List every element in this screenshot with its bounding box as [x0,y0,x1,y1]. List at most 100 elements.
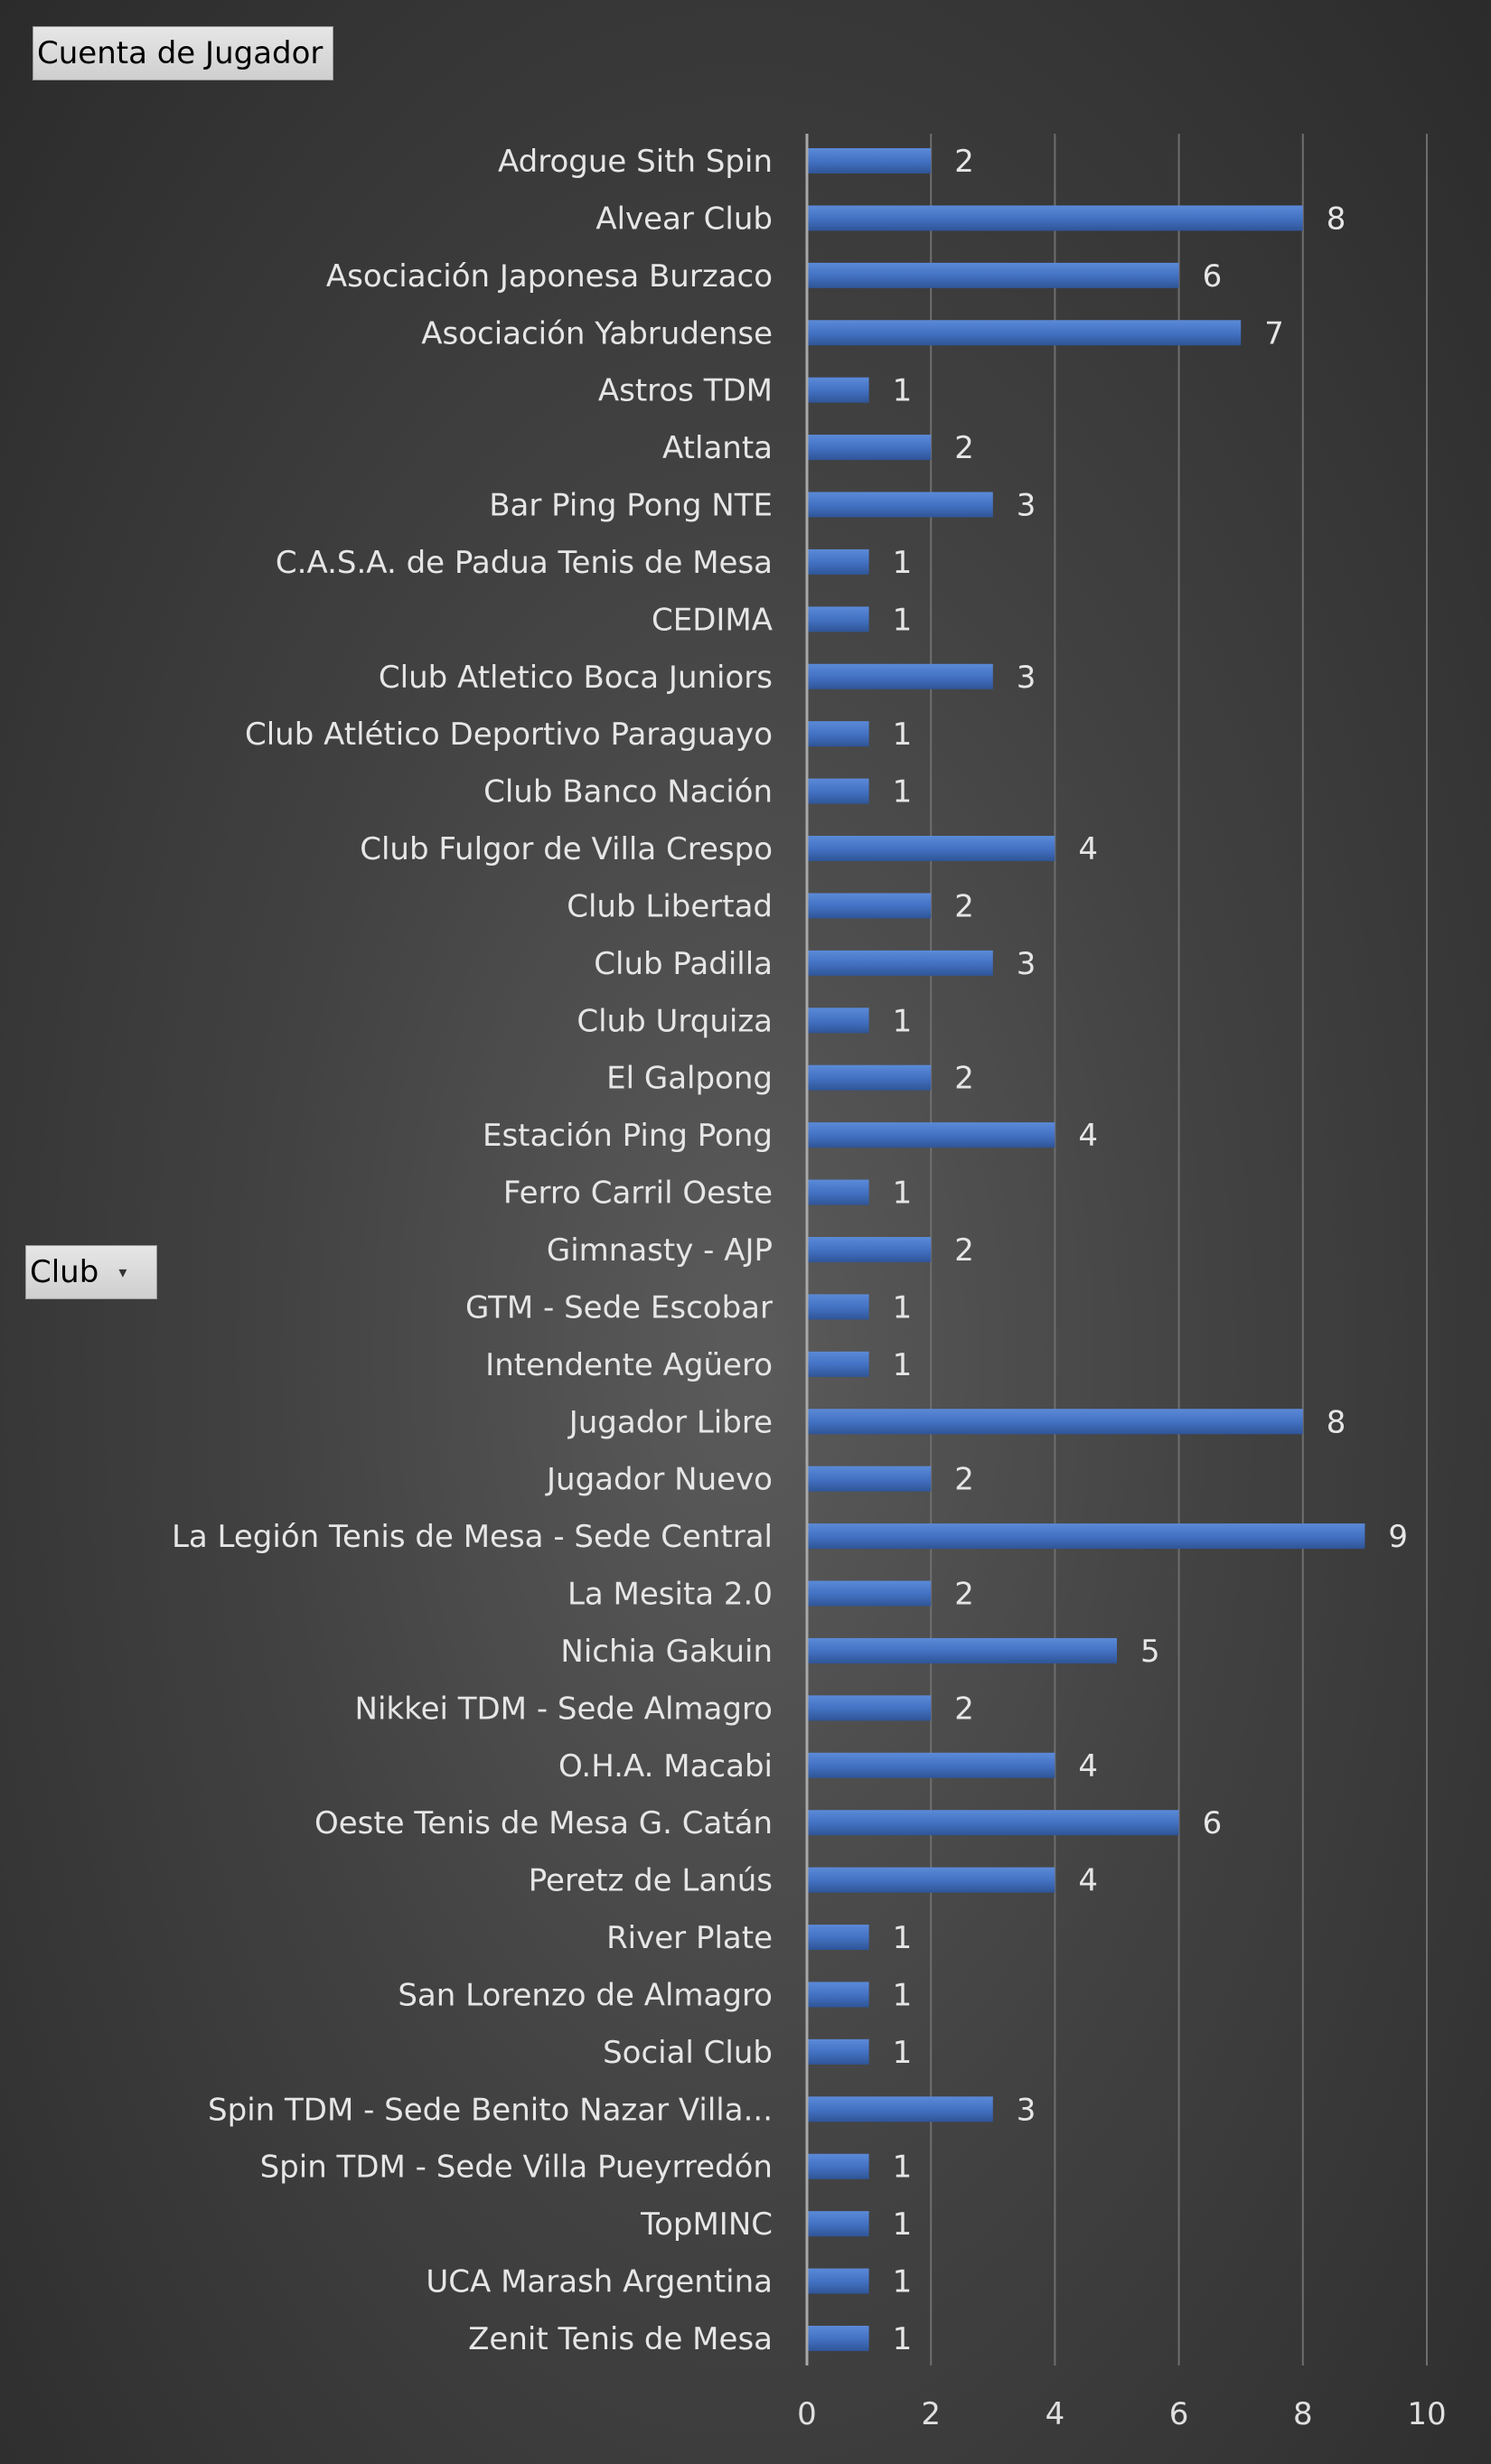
category-label: Club Fulgor de Villa Crespo [360,831,773,867]
data-label: 2 [954,430,974,466]
category-label: UCA Marash Argentina [426,2264,773,2300]
category-label: Astros TDM [598,373,773,409]
bar [807,663,993,689]
bar [807,1752,1055,1778]
dropdown-arrow-icon[interactable]: ▾ [118,1262,127,1282]
category-label: Oeste Tenis de Mesa G. Catán [314,1805,773,1841]
data-label: 3 [1017,660,1036,696]
bar [807,1695,932,1721]
data-label: 1 [893,1176,913,1212]
x-tick-label: 8 [1293,2396,1313,2432]
category-label: La Legión Tenis de Mesa - Sede Central [172,1519,773,1555]
bar [807,2096,993,2122]
category-label: El Galpong [606,1061,773,1097]
data-label: 2 [954,144,974,180]
data-label: 2 [954,1462,974,1498]
x-tick-label: 0 [797,2396,817,2432]
bar [807,435,932,461]
category-label: GTM - Sede Escobar [465,1289,773,1326]
category-label: Ferro Carril Oeste [503,1176,773,1212]
category-label: CEDIMA [652,602,773,638]
data-label: 1 [893,602,913,638]
bar [807,1351,869,1377]
data-label: 2 [954,1232,974,1269]
category-label: Atlanta [662,430,773,466]
data-label: 1 [893,774,913,810]
bar [807,1237,932,1262]
category-label: San Lorenzo de Almagro [398,1977,773,2013]
category-label: Social Club [603,2035,773,2071]
data-label: 4 [1078,1863,1098,1899]
data-label: 8 [1327,201,1346,237]
bar [807,1007,869,1034]
data-label: 1 [893,2035,913,2071]
bar [807,1409,1303,1435]
data-label: 1 [893,2264,913,2300]
bar [807,2326,869,2351]
bar [807,320,1242,346]
bar [807,1179,869,1205]
data-label: 1 [893,1289,913,1326]
bar [807,1925,869,1951]
bar [807,1523,1365,1550]
bar [807,778,869,804]
category-label: Club Urquiza [577,1003,773,1039]
data-label: 1 [893,717,913,753]
data-label: 3 [1017,488,1036,524]
bar [807,893,932,919]
bar [807,1637,1117,1663]
category-label: Jugador Libre [567,1404,773,1440]
category-label: Asociación Yabrudense [421,315,773,351]
data-label: 1 [893,2206,913,2243]
data-label: 4 [1078,1748,1098,1785]
bar [807,836,1055,862]
category-label: Nikkei TDM - Sede Almagro [355,1691,773,1727]
bar [807,1294,869,1320]
category-label: Adrogue Sith Spin [498,144,773,180]
data-label: 1 [893,2321,913,2357]
data-label: 3 [1017,2092,1036,2128]
bar [807,1810,1179,1836]
bar [807,2153,869,2179]
category-label: Club Atletico Boca Juniors [379,660,773,696]
value-field-button[interactable]: Cuenta de Jugador [33,26,333,80]
data-label: 2 [954,1061,974,1097]
bar [807,262,1179,288]
bar [807,1580,932,1607]
x-tick-label: 4 [1046,2396,1065,2432]
category-label: Club Padilla [594,946,773,982]
x-tick-label: 2 [921,2396,941,2432]
category-label: La Mesita 2.0 [567,1577,773,1613]
bar [807,205,1303,231]
x-tick-label: 6 [1169,2396,1189,2432]
data-label: 6 [1203,1805,1223,1841]
data-label: 1 [893,545,913,581]
bar [807,950,993,976]
category-label: Club Libertad [567,888,773,924]
category-label: Asociación Japonesa Burzaco [326,258,773,295]
axis-field-label: Club [30,1254,99,1290]
data-label: 4 [1078,1118,1098,1154]
data-label: 2 [954,888,974,924]
category-label: Peretz de Lanús [529,1863,773,1899]
value-field-label: Cuenta de Jugador [37,35,324,71]
bar [807,1064,932,1091]
bar [807,2038,869,2065]
data-label: 3 [1017,946,1036,982]
category-label: Intendente Agüero [485,1347,773,1383]
category-label: Alvear Club [595,201,773,237]
data-label: 1 [893,1003,913,1039]
x-tick-label: 10 [1407,2396,1446,2432]
category-label: Zenit Tenis de Mesa [468,2321,773,2357]
axis-field-button[interactable]: Club ▾ [25,1245,157,1299]
data-label: 4 [1078,831,1098,867]
data-label: 7 [1264,315,1284,351]
bar [807,148,932,173]
category-label: TopMINC [640,2206,773,2243]
data-label: 1 [893,373,913,409]
category-label: Club Atlético Deportivo Paraguayo [245,717,773,753]
category-label: Spin TDM - Sede Benito Nazar Villa... [208,2092,773,2128]
category-label: Jugador Nuevo [545,1462,773,1498]
data-label: 1 [893,1977,913,2013]
